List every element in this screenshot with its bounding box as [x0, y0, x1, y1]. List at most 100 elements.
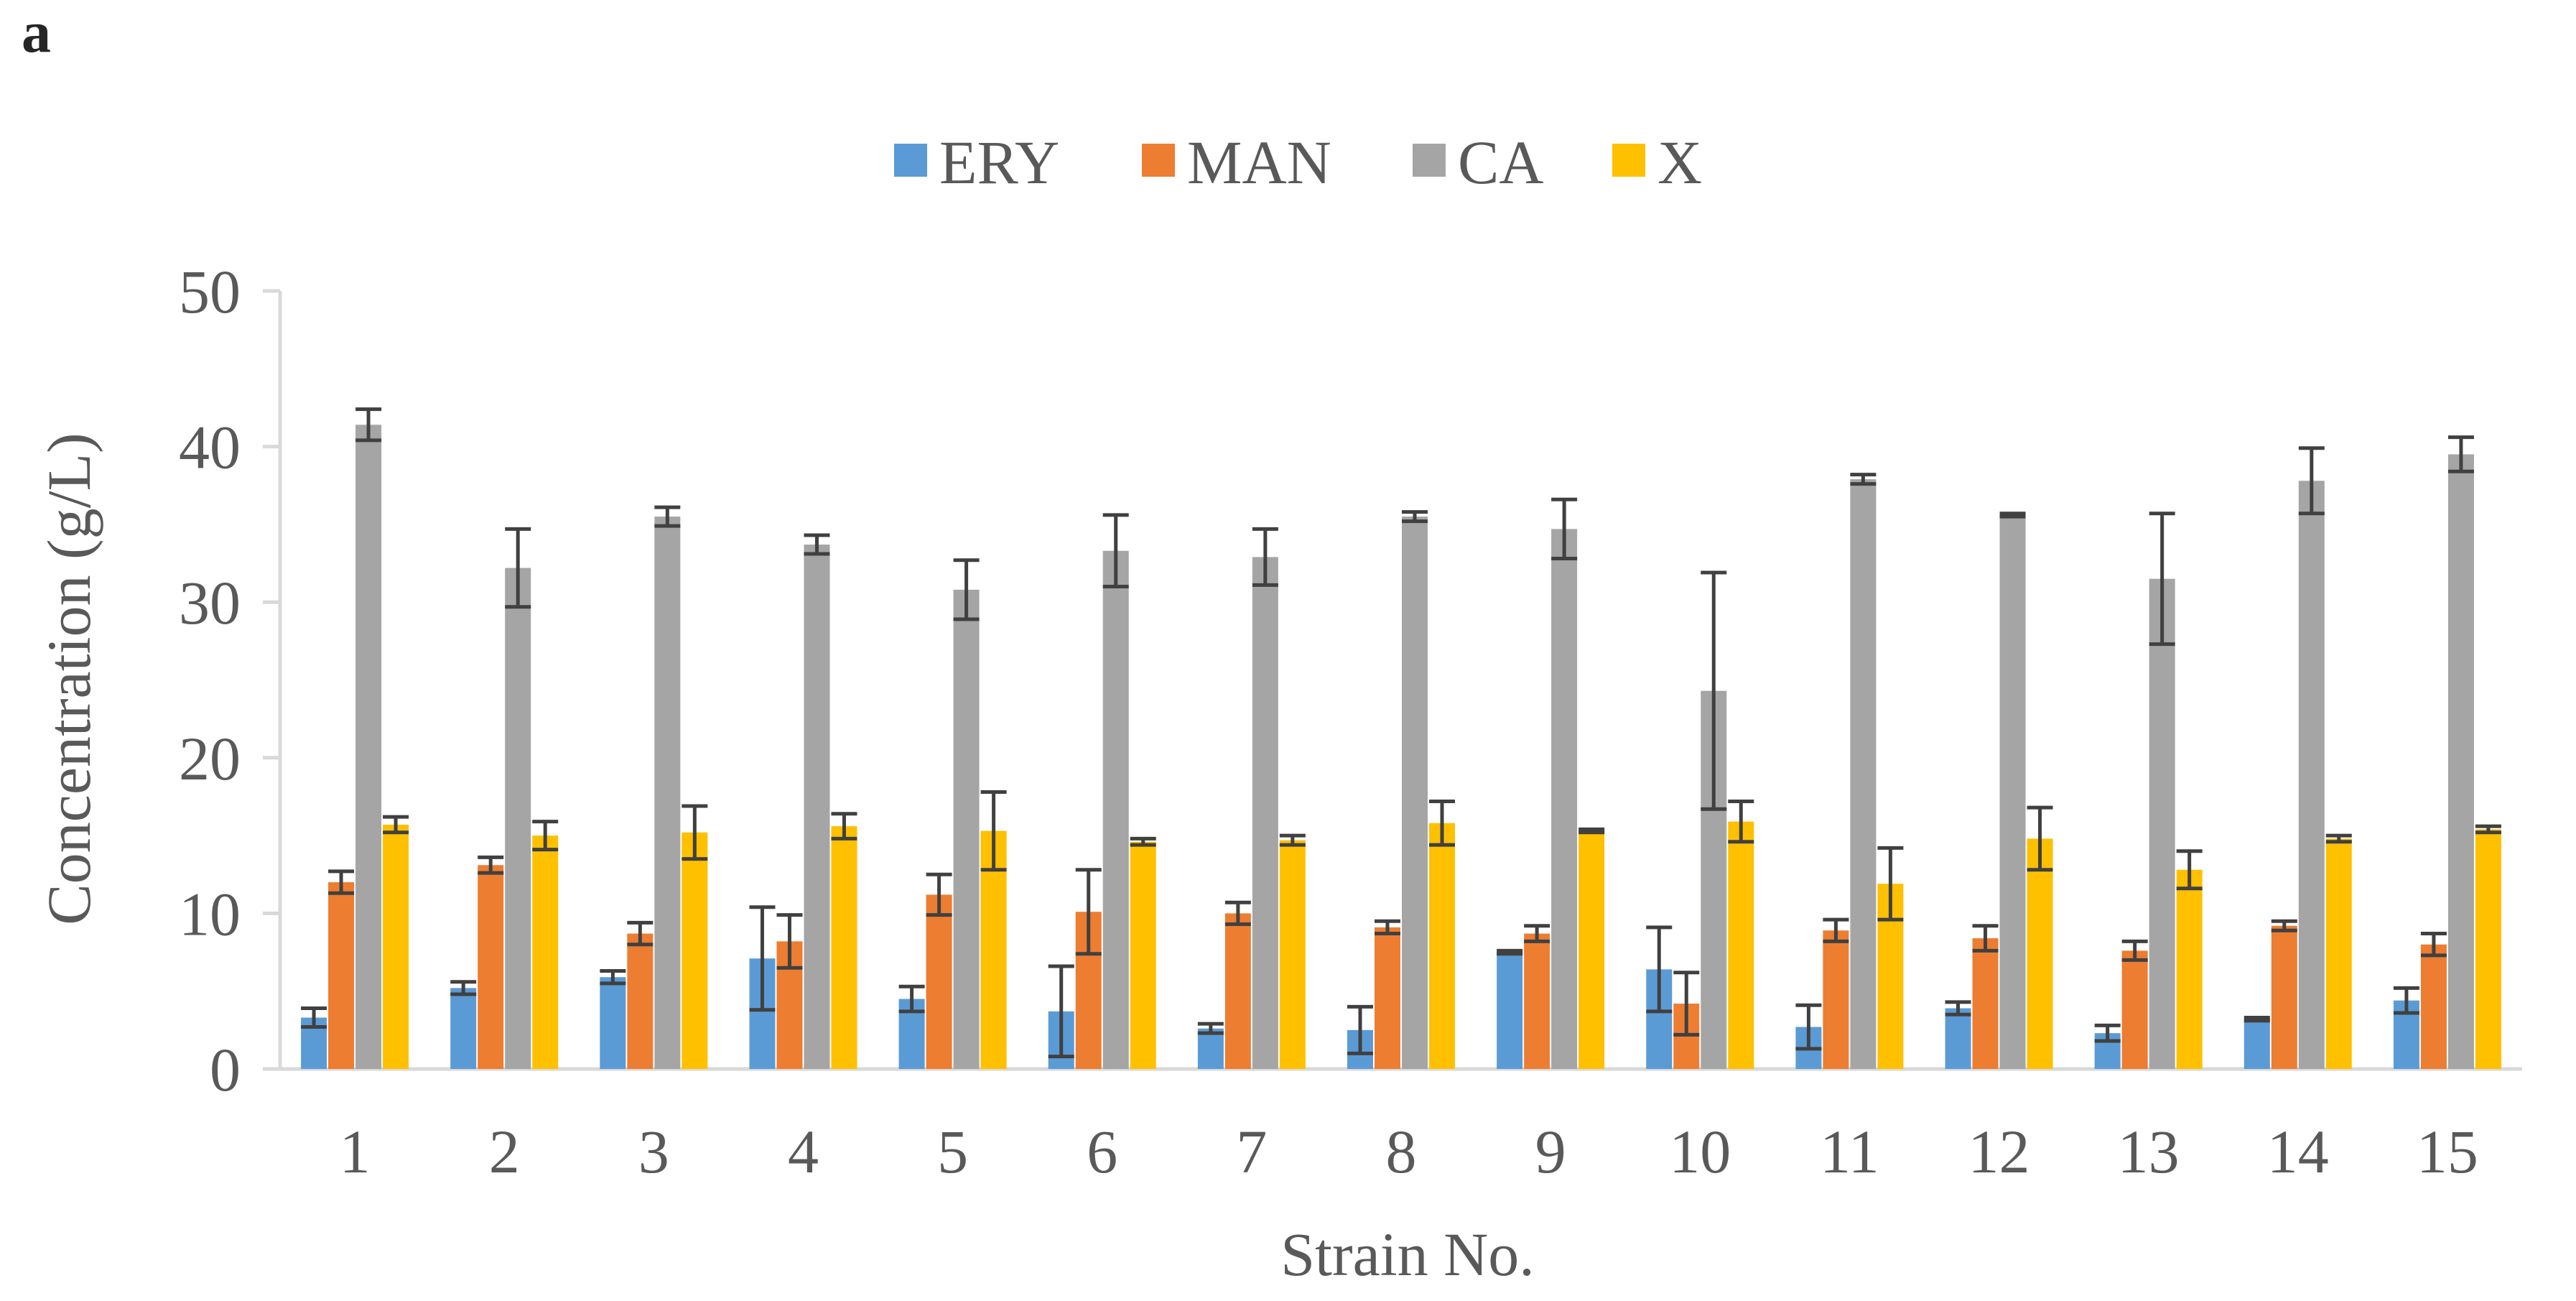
error-bar	[2325, 833, 2352, 844]
error-bar	[1999, 511, 2026, 519]
error-bar	[926, 872, 952, 917]
x-tick-label: 13	[2118, 1117, 2180, 1186]
bar-man	[2271, 925, 2297, 1069]
error-bar	[2121, 939, 2148, 962]
error-bar	[654, 505, 681, 528]
error-bar	[1224, 900, 1251, 927]
error-bar	[328, 869, 355, 895]
error-bar	[2420, 932, 2447, 958]
legend-item-x: X	[1612, 128, 1702, 197]
error-bar	[2149, 511, 2175, 647]
error-bar	[1551, 497, 1578, 561]
error-bar	[1850, 473, 1877, 486]
error-bar	[1279, 833, 1306, 847]
error-bar	[2475, 824, 2501, 835]
error-bar	[1197, 1022, 1224, 1035]
error-bar	[1402, 510, 1428, 524]
bar-man	[1524, 933, 1550, 1069]
error-bar	[1972, 924, 1999, 953]
bar-x	[2027, 838, 2053, 1069]
bar-ery	[1945, 1008, 1971, 1069]
x-tick-label: 10	[1669, 1117, 1731, 1186]
error-bar	[2393, 986, 2419, 1015]
bar-x	[2475, 829, 2501, 1069]
bar-x	[1578, 830, 1605, 1069]
error-bar	[1701, 570, 1727, 811]
bar-man	[478, 865, 504, 1069]
error-bar	[980, 790, 1007, 872]
y-tick-label: 50	[179, 257, 241, 326]
x-tick-label: 7	[1236, 1117, 1267, 1186]
bar-ca	[355, 425, 382, 1069]
error-bar	[2176, 849, 2203, 891]
x-tick-label: 2	[489, 1117, 520, 1186]
error-bar	[898, 984, 925, 1014]
legend-item-ca: CA	[1413, 128, 1543, 197]
error-bar	[2243, 1016, 2270, 1023]
error-bar	[355, 407, 382, 443]
x-tick-label: 15	[2417, 1117, 2478, 1186]
legend: ERY MAN CA X	[894, 128, 1702, 197]
legend-swatch	[894, 144, 927, 177]
error-bar	[1375, 919, 1400, 936]
error-bar	[1945, 1000, 1971, 1017]
error-bar	[1673, 971, 1700, 1037]
bar-ca	[1402, 517, 1428, 1069]
bar-ca	[654, 517, 681, 1069]
error-bar	[2298, 446, 2325, 516]
bar-ca	[2447, 454, 2474, 1069]
bar-man	[2420, 944, 2447, 1069]
y-tick-label: 10	[179, 879, 241, 948]
error-bar	[2027, 805, 2053, 872]
bar-ca	[505, 568, 531, 1069]
bar-ca	[2149, 578, 2175, 1069]
error-bar	[1429, 799, 1455, 847]
error-bar	[1524, 924, 1550, 943]
legend-label: X	[1657, 128, 1702, 197]
x-axis-label: Strain No.	[1280, 1220, 1535, 1289]
error-bar	[1252, 527, 1278, 587]
bars	[301, 425, 2501, 1069]
y-tick-label: 30	[179, 568, 241, 637]
panel-label: a	[22, 0, 51, 65]
x-tick-label: 3	[638, 1117, 669, 1186]
legend-item-ery: ERY	[894, 128, 1059, 197]
bar-x	[2176, 869, 2203, 1069]
error-bar	[505, 527, 531, 609]
x-tick-label: 5	[937, 1117, 968, 1186]
bar-man	[627, 933, 654, 1069]
bar-ca	[1850, 479, 1877, 1069]
error-bar	[776, 913, 803, 970]
axes	[278, 291, 2522, 1071]
bar-x	[1728, 821, 1754, 1069]
error-bar	[2447, 435, 2474, 473]
x-ticks: 1 2 3 4 5 6 7 8 9 10 11 12 13 14 15	[340, 1117, 2478, 1186]
y-ticks: 0 10 20 30 40 50	[179, 257, 280, 1104]
bar-man	[926, 894, 952, 1069]
error-bar	[450, 980, 477, 996]
bar-x	[831, 826, 857, 1069]
bar-man	[2121, 950, 2148, 1069]
legend-swatch	[1142, 144, 1175, 177]
error-bar	[1795, 1003, 1822, 1051]
x-tick-label: 9	[1535, 1117, 1566, 1186]
bar-ery	[600, 977, 626, 1069]
error-bar	[532, 820, 559, 852]
legend-label: ERY	[939, 128, 1059, 197]
error-bar	[600, 969, 626, 986]
x-tick-label: 1	[340, 1117, 371, 1186]
bar-x	[1429, 823, 1455, 1069]
bar-ery	[1497, 952, 1523, 1069]
x-tick-label: 4	[788, 1117, 819, 1186]
error-bar	[1048, 964, 1074, 1059]
y-tick-label: 20	[179, 724, 241, 793]
bar-man	[328, 882, 355, 1069]
x-tick-label: 11	[1820, 1117, 1879, 1186]
error-bar	[953, 558, 980, 621]
y-tick-label: 0	[210, 1035, 241, 1104]
error-bar	[383, 815, 409, 835]
legend-swatch	[1612, 144, 1645, 177]
x-tick-label: 8	[1386, 1117, 1417, 1186]
error-bar	[1347, 1004, 1373, 1055]
